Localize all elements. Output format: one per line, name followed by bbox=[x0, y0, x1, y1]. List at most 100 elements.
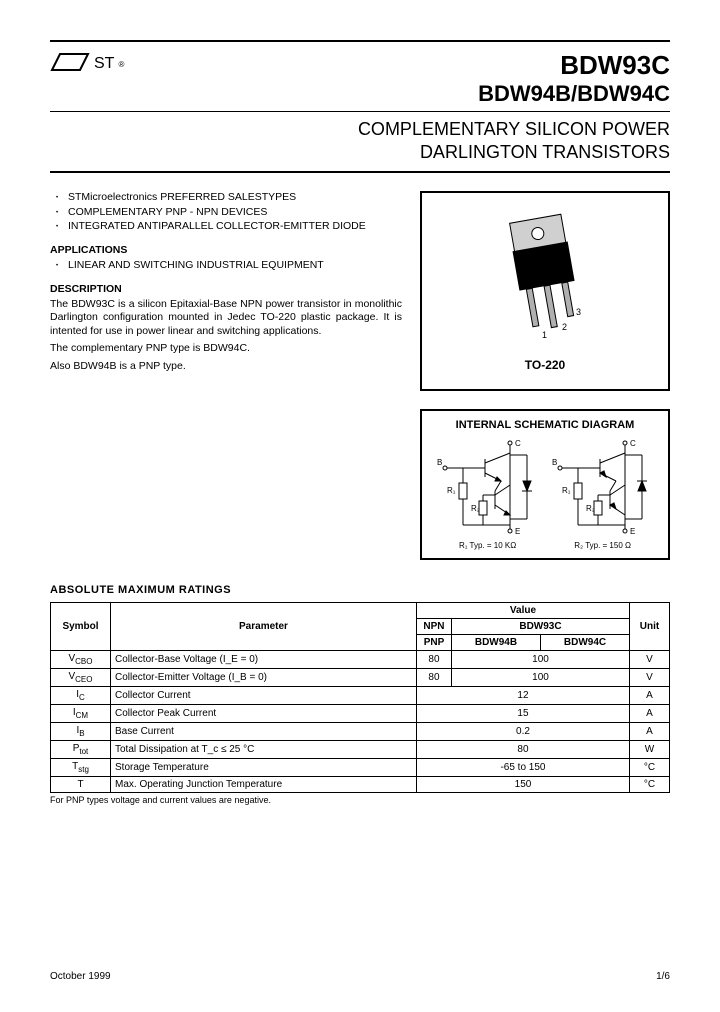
feature-item: STMicroelectronics PREFERRED SALESTYPES bbox=[60, 191, 402, 205]
description-body: The BDW93C is a silicon Epitaxial-Base N… bbox=[50, 298, 402, 374]
svg-text:R₂: R₂ bbox=[471, 504, 480, 513]
title-block: BDW93C BDW94B/BDW94C bbox=[478, 50, 670, 107]
svg-text:E: E bbox=[515, 527, 520, 536]
cell-value: 80 bbox=[416, 741, 629, 759]
cell-symbol: IB bbox=[51, 723, 111, 741]
part-number-2: BDW94B/BDW94C bbox=[478, 81, 670, 107]
table-row: VCEOCollector-Emitter Voltage (I_B = 0)8… bbox=[51, 669, 670, 687]
table-row: PtotTotal Dissipation at T_c ≤ 25 °C80W bbox=[51, 741, 670, 759]
cell-value: 0.2 bbox=[416, 723, 629, 741]
svg-text:C: C bbox=[515, 439, 521, 448]
schematic-footnote-right: R₂ Typ. = 150 Ω bbox=[574, 541, 631, 550]
application-item: LINEAR AND SWITCHING INDUSTRIAL EQUIPMEN… bbox=[60, 259, 402, 273]
description-para: The complementary PNP type is BDW94C. bbox=[50, 342, 402, 356]
page-footer: October 1999 1/6 bbox=[50, 971, 670, 982]
svg-text:E: E bbox=[630, 527, 635, 536]
cell-param: Collector Current bbox=[111, 687, 417, 705]
cell-param: Collector-Base Voltage (I_E = 0) bbox=[111, 651, 417, 669]
right-column: 3 2 1 TO-220 INTERNAL SCHEMATIC DIAGRAM … bbox=[420, 191, 670, 560]
device-npn: BDW93C bbox=[451, 619, 629, 635]
cell-value: 80 bbox=[416, 651, 451, 669]
cell-symbol: T bbox=[51, 777, 111, 793]
cell-symbol: ICM bbox=[51, 705, 111, 723]
cell-value: -65 to 150 bbox=[416, 759, 629, 777]
cell-param: Base Current bbox=[111, 723, 417, 741]
subtitle-1: COMPLEMENTARY SILICON POWER bbox=[50, 118, 670, 141]
ratings-footnote: For PNP types voltage and current values… bbox=[50, 795, 670, 805]
ratings-table: Symbol Parameter Value Unit NPN BDW93C P… bbox=[50, 602, 670, 793]
cell-symbol: VCBO bbox=[51, 651, 111, 669]
svg-text:R₂: R₂ bbox=[586, 504, 595, 513]
table-row: IBBase Current0.2A bbox=[51, 723, 670, 741]
ratings-heading: ABSOLUTE MAXIMUM RATINGS bbox=[50, 584, 670, 596]
description-heading: DESCRIPTION bbox=[50, 283, 402, 295]
description-para: Also BDW94B is a PNP type. bbox=[50, 360, 402, 374]
cell-unit: V bbox=[630, 651, 670, 669]
cell-value: 150 bbox=[416, 777, 629, 793]
rule-top bbox=[50, 40, 670, 42]
cell-value: 80 bbox=[416, 669, 451, 687]
footer-page: 1/6 bbox=[656, 971, 670, 982]
cell-param: Collector-Emitter Voltage (I_B = 0) bbox=[111, 669, 417, 687]
subtitle-2: DARLINGTON TRANSISTORS bbox=[50, 141, 670, 164]
cell-unit: V bbox=[630, 669, 670, 687]
svg-text:C: C bbox=[630, 439, 636, 448]
device-pnp2: BDW94C bbox=[541, 635, 629, 650]
schematic-pnp-icon: C E B R₁ R₂ bbox=[550, 437, 655, 537]
cell-unit: A bbox=[630, 705, 670, 723]
svg-text:3: 3 bbox=[576, 307, 581, 317]
schematic-box: INTERNAL SCHEMATIC DIAGRAM C E bbox=[420, 409, 670, 560]
svg-text:B: B bbox=[552, 458, 557, 467]
package-label: TO-220 bbox=[525, 358, 565, 372]
rule-bottom bbox=[50, 171, 670, 173]
svg-text:B: B bbox=[437, 458, 442, 467]
cell-param: Total Dissipation at T_c ≤ 25 °C bbox=[111, 741, 417, 759]
cell-unit: A bbox=[630, 723, 670, 741]
device-pnp1: BDW94B bbox=[452, 635, 541, 650]
schematic-npn-icon: C E B R₁ bbox=[435, 437, 540, 537]
cell-symbol: Ptot bbox=[51, 741, 111, 759]
cell-unit: °C bbox=[630, 777, 670, 793]
feature-item: COMPLEMENTARY PNP - NPN DEVICES bbox=[60, 206, 402, 220]
header-row: ST® BDW93C BDW94B/BDW94C bbox=[50, 44, 670, 111]
footer-date: October 1999 bbox=[50, 971, 111, 982]
applications-list: LINEAR AND SWITCHING INDUSTRIAL EQUIPMEN… bbox=[50, 259, 402, 273]
description-para: The BDW93C is a silicon Epitaxial-Base N… bbox=[50, 298, 402, 339]
svg-text:R₁: R₁ bbox=[447, 486, 456, 495]
cell-symbol: Tstg bbox=[51, 759, 111, 777]
cell-unit: W bbox=[630, 741, 670, 759]
cell-symbol: VCEO bbox=[51, 669, 111, 687]
col-value: Value bbox=[416, 603, 629, 619]
cell-value: 100 bbox=[451, 669, 629, 687]
features-list: STMicroelectronics PREFERRED SALESTYPES … bbox=[50, 191, 402, 234]
schematic-footnote-left: R₁ Typ. = 10 KΩ bbox=[459, 541, 516, 550]
cell-value: 100 bbox=[451, 651, 629, 669]
cell-value: 15 bbox=[416, 705, 629, 723]
table-row: Symbol Parameter Value Unit bbox=[51, 603, 670, 619]
table-row: VCBOCollector-Base Voltage (I_E = 0)8010… bbox=[51, 651, 670, 669]
table-row: ICCollector Current12A bbox=[51, 687, 670, 705]
col-symbol: Symbol bbox=[51, 603, 111, 651]
st-logo: ST® bbox=[50, 50, 124, 78]
st-logo-icon bbox=[50, 50, 90, 78]
cell-param: Max. Operating Junction Temperature bbox=[111, 777, 417, 793]
table-row: TstgStorage Temperature-65 to 150°C bbox=[51, 759, 670, 777]
cell-param: Collector Peak Current bbox=[111, 705, 417, 723]
cell-symbol: IC bbox=[51, 687, 111, 705]
col-unit: Unit bbox=[630, 603, 670, 651]
logo-text: ST bbox=[94, 55, 114, 73]
package-box: 3 2 1 TO-220 bbox=[420, 191, 670, 391]
cell-unit: °C bbox=[630, 759, 670, 777]
cell-param: Storage Temperature bbox=[111, 759, 417, 777]
applications-heading: APPLICATIONS bbox=[50, 244, 402, 256]
table-row: TMax. Operating Junction Temperature150°… bbox=[51, 777, 670, 793]
part-number-1: BDW93C bbox=[478, 50, 670, 81]
cell-unit: A bbox=[630, 687, 670, 705]
to220-icon: 3 2 1 bbox=[490, 210, 600, 350]
svg-text:2: 2 bbox=[562, 322, 567, 332]
svg-text:R₁: R₁ bbox=[562, 486, 571, 495]
table-row: ICMCollector Peak Current15A bbox=[51, 705, 670, 723]
schematic-title: INTERNAL SCHEMATIC DIAGRAM bbox=[430, 419, 660, 431]
npn-label: NPN bbox=[416, 619, 451, 635]
feature-item: INTEGRATED ANTIPARALLEL COLLECTOR-EMITTE… bbox=[60, 220, 402, 234]
